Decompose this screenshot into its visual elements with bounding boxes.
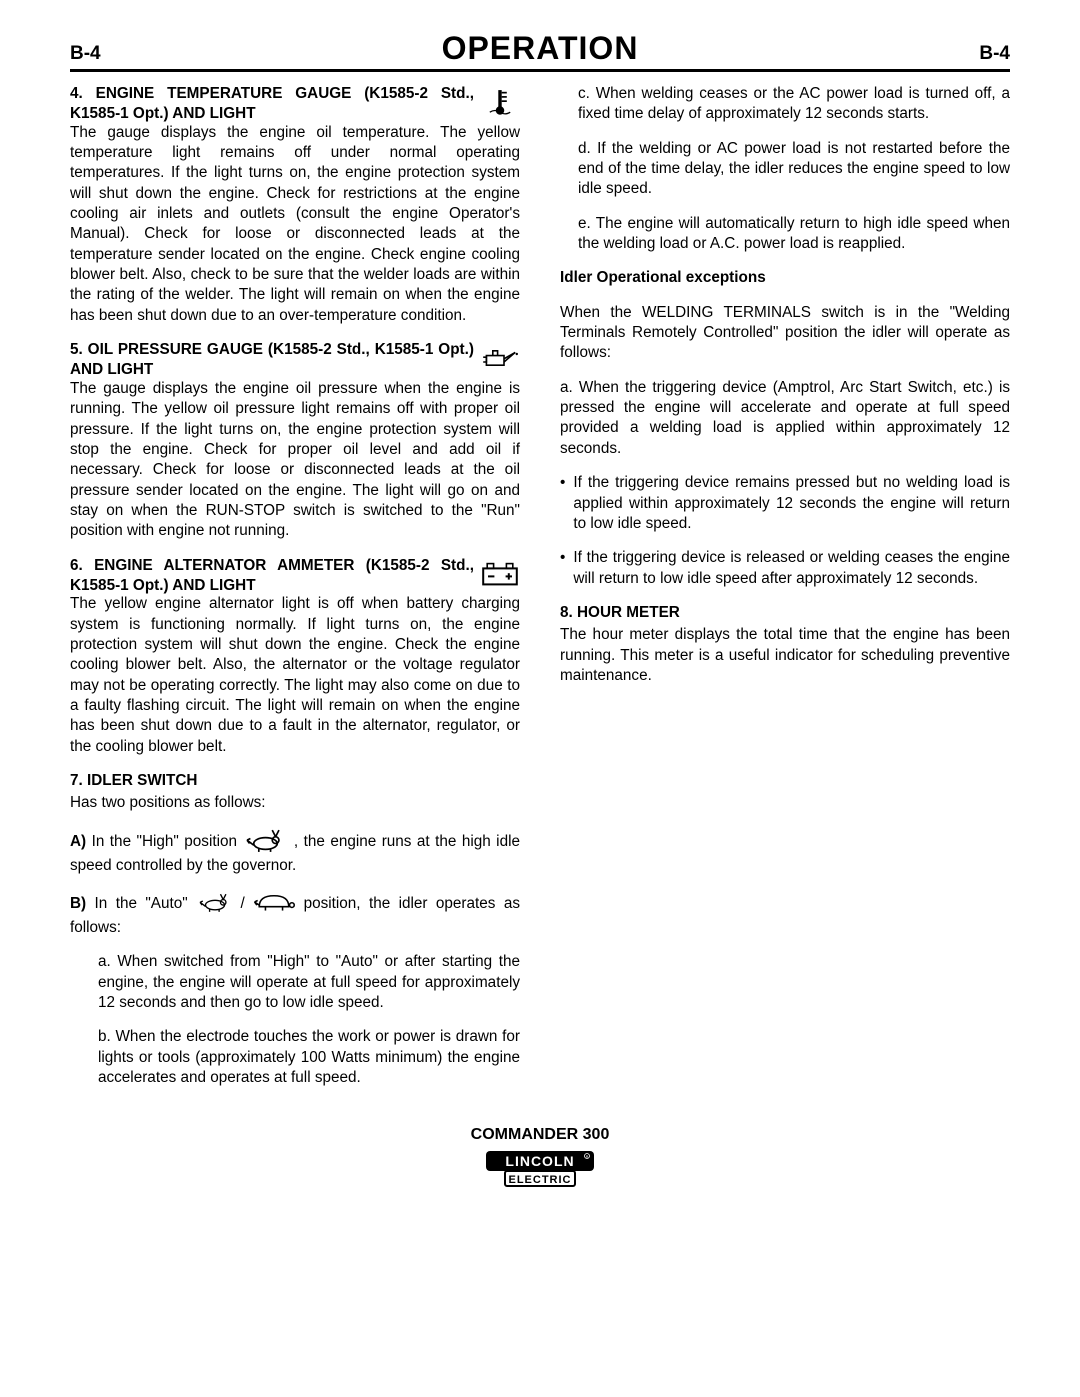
bullet-icon: • [560, 548, 565, 589]
item-b-text1: In the "Auto" [86, 895, 196, 912]
rabbit-icon [242, 828, 288, 856]
header-right-mark: B-4 [979, 43, 1010, 65]
section7-item-a: A) In the "High" position , the engine r… [70, 828, 520, 876]
exception-bullet-2-text: If the triggering device is released or … [573, 548, 1010, 589]
section5-body: The gauge displays the engine oil pressu… [70, 379, 520, 542]
section7-sub-a: a. When switched from "High" to "Auto" o… [98, 952, 520, 1013]
section8-heading: 8. HOUR METER [560, 604, 680, 621]
header-left-mark: B-4 [70, 43, 101, 65]
section7-sub-d: d. If the welding or AC power load is no… [578, 139, 1010, 200]
section4-heading: 4. ENGINE TEMPERATURE GAUGE (K1585-2 Std… [70, 84, 474, 125]
section5-heading: 5. OIL PRESSURE GAUGE (K1585-2 Std., K15… [70, 340, 474, 381]
footer-model: COMMANDER 300 [70, 1126, 1010, 1144]
left-column: 4. ENGINE TEMPERATURE GAUGE (K1585-2 Std… [70, 84, 520, 1102]
page-header: B-4 OPERATION B-4 [70, 30, 1010, 72]
item-a-text1: In the "High" position [86, 833, 242, 850]
page-title: OPERATION [442, 30, 639, 67]
section7-item-b: B) In the "Auto" / [70, 890, 520, 938]
section7-sub-b: b. When the electrode touches the work o… [98, 1027, 520, 1088]
section6-heading: 6. ENGINE ALTERNATOR AMMETER (K1585-2 St… [70, 556, 474, 597]
exception-a: a. When the triggering device (Amptrol, … [560, 378, 1010, 459]
section7-sub-c: c. When welding ceases or the AC power l… [578, 84, 1010, 125]
thermometer-icon [480, 84, 520, 120]
section7-intro: Has two positions as follows: [70, 793, 520, 813]
section7-sub-e: e. The engine will automatically return … [578, 214, 1010, 255]
battery-icon [480, 556, 520, 592]
turtle-icon [253, 890, 295, 918]
item-b-sep: / [232, 895, 253, 912]
exception-bullet-2: • If the triggering device is released o… [560, 548, 1010, 589]
item-a-prefix: A) [70, 833, 86, 850]
section8-body: The hour meter displays the total time t… [560, 625, 1010, 686]
oilcan-icon [480, 340, 520, 376]
exception-bullet-1-text: If the triggering device remains pressed… [573, 473, 1010, 534]
content-columns: 4. ENGINE TEMPERATURE GAUGE (K1585-2 Std… [70, 84, 1010, 1102]
section7-heading: 7. IDLER SWITCH [70, 772, 197, 789]
bullet-icon: • [560, 473, 565, 534]
right-column: c. When welding ceases or the AC power l… [560, 84, 1010, 1102]
logo-bottom-text: ELECTRIC [509, 1174, 572, 1186]
idler-exceptions-heading: Idler Operational exceptions [560, 269, 766, 286]
lincoln-electric-logo: LINCOLN R ELECTRIC [485, 1150, 595, 1193]
section4-body: The gauge displays the engine oil temper… [70, 123, 520, 326]
section6-body: The yellow engine alternator light is of… [70, 594, 520, 757]
idler-exceptions-body: When the WELDING TERMINALS switch is in … [560, 303, 1010, 364]
rabbit-icon [196, 890, 232, 918]
exception-bullet-1: • If the triggering device remains press… [560, 473, 1010, 534]
logo-top-text: LINCOLN [505, 1153, 574, 1169]
page-footer: COMMANDER 300 LINCOLN R ELECTRIC [70, 1126, 1010, 1193]
item-b-prefix: B) [70, 895, 86, 912]
